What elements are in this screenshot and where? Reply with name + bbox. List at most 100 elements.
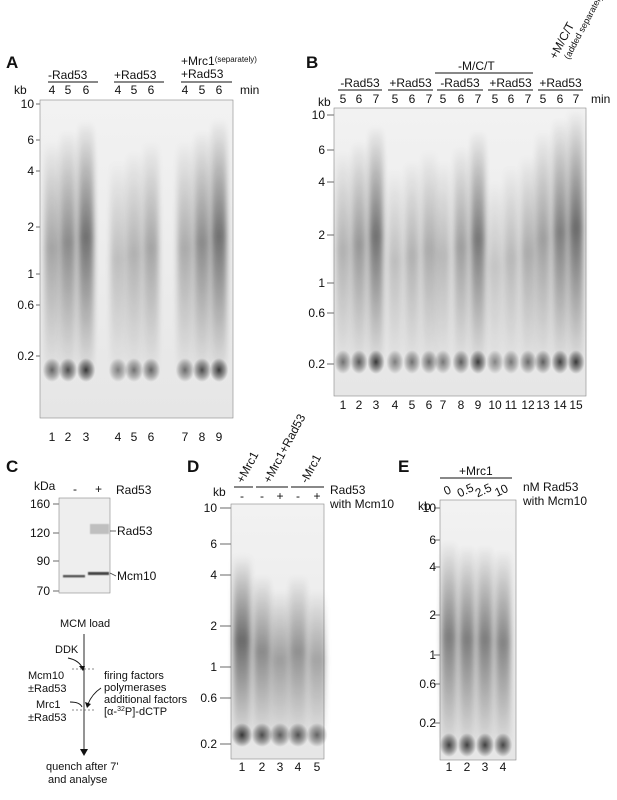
- panel-b-lane-3: 3: [373, 398, 380, 412]
- panel-c-lane-minus: -: [73, 482, 77, 496]
- panel-a-gel-lane-8-blob: [192, 358, 212, 382]
- panel-a-time-4: 4: [115, 83, 122, 97]
- panel-d-marker-0.6: 0.6: [200, 691, 217, 705]
- panel-d-lane-5: 5: [314, 760, 321, 774]
- panel-b-lane-4: 4: [392, 398, 399, 412]
- panel-d-gel-lane-1-blob: [231, 723, 253, 747]
- panel-a-time-6: 6: [148, 83, 155, 97]
- panel-c: C kDa - + Rad53 160 120 90 70 Rad53 Mcm10 M…: [6, 457, 188, 786]
- panel-b-gel-lane-4-blob: [386, 350, 404, 374]
- panel-d-gel-lane-4-blob: [287, 723, 309, 747]
- panel-e-group: +Mrc1: [459, 464, 493, 478]
- panel-b-lane-6: 6: [426, 398, 433, 412]
- panel-d-marker-2: 2: [210, 619, 217, 633]
- panel-c-lane-plus: +: [95, 482, 102, 496]
- panel-e-gel-lane-4-blob: [493, 733, 513, 757]
- panel-d-sign-5: +: [313, 489, 320, 503]
- panel-b-lane-12: 12: [521, 398, 535, 412]
- panel-b-lane-10: 10: [488, 398, 502, 412]
- panel-a-gel-lane-9-smear: [211, 118, 227, 380]
- panel-e-marker-0.2: 0.2: [419, 716, 436, 730]
- panel-a-group-3: +Mrc1(separately): [181, 54, 257, 68]
- panel-d-gel-lane-2-smear: [253, 575, 271, 745]
- panel-b-group-4: +Rad53: [489, 76, 532, 90]
- scheme-ddk-arrow: [67, 657, 83, 668]
- panel-b-lane-9: 9: [475, 398, 482, 412]
- panel-b-time-12: 7: [525, 92, 532, 106]
- panel-d-letter: D: [187, 457, 199, 476]
- panel-b-gel-lane-2-smear: [352, 140, 366, 372]
- panel-a-gel-lane-2-blob: [58, 358, 78, 382]
- panel-a-group-1: -Rad53: [48, 68, 88, 82]
- panel-a-time-8: 5: [199, 83, 206, 97]
- panel-d-lane-3: 3: [277, 760, 284, 774]
- panel-d-sign-4: -: [296, 489, 300, 503]
- panel-b-gel-lane-7-smear: [436, 160, 450, 372]
- panel-d-marker-6: 6: [210, 537, 217, 551]
- scheme-firing: firing factors: [104, 670, 164, 682]
- panel-d-gel-lane-3-blob: [269, 723, 291, 747]
- panel-a-marker-1: 1: [27, 267, 34, 281]
- panel-a: A -Rad53 +Rad53 +Mrc1(separately) +Rad53…: [6, 53, 259, 444]
- panel-b-group-3: -Rad53: [440, 76, 480, 90]
- panel-d-gel-lane-4-smear: [289, 575, 307, 745]
- panel-a-time-unit: min: [240, 83, 259, 97]
- panel-c-band-mcm10-tick: [109, 572, 117, 577]
- panel-b-lane-15: 15: [569, 398, 583, 412]
- panel-c-band-mcm10-minus: [63, 575, 85, 578]
- panel-a-gel-lane-2-smear: [60, 130, 76, 380]
- panel-c-bands: [63, 524, 109, 578]
- panel-e-factor-label2: with Mcm10: [522, 494, 587, 508]
- panel-c-marker-160: 160: [30, 497, 50, 511]
- panel-c-lane-factor: Rad53: [116, 483, 152, 497]
- panel-a-gel-lane-4-blob: [108, 358, 128, 382]
- panel-e-factor-label: nM Rad53: [523, 480, 579, 494]
- panel-b-gel-lane-3-blob: [367, 350, 385, 374]
- panel-d-group-1: +Mrc1: [233, 449, 261, 486]
- panel-b-gel-lane-1-blob: [334, 350, 352, 374]
- scheme-end-1: quench after 7': [46, 761, 118, 773]
- panel-b: B -M/C/T +M/C/T (added separately) -Rad5…: [306, 0, 610, 412]
- panel-b-time-9: 7: [475, 92, 482, 106]
- scheme-factors-arrow: [87, 687, 102, 705]
- panel-b-lane-7: 7: [440, 398, 447, 412]
- panel-b-lane-11: 11: [505, 398, 518, 412]
- panel-b-gel-lane-9-smear: [471, 130, 485, 372]
- panel-e-lane-4: 4: [500, 760, 507, 774]
- panel-b-time-6: 7: [426, 92, 433, 106]
- scheme-ddk-arrowhead: [79, 666, 85, 671]
- panel-a-lane-1: 1: [49, 430, 56, 444]
- panel-c-band-mcm10-label: Mcm10: [117, 569, 157, 583]
- panel-a-time-9: 6: [216, 83, 223, 97]
- panel-d-sign-1: -: [240, 489, 244, 503]
- panel-b-span-label: -M/C/T: [458, 59, 495, 73]
- panel-a-gel-lane-5-smear: [126, 150, 142, 380]
- panel-a-marker-2: 2: [27, 220, 34, 234]
- panel-b-gel-lane-11-smear: [504, 165, 518, 372]
- panel-c-band-rad53: [90, 524, 109, 534]
- panel-a-time-7: 4: [182, 83, 189, 97]
- panel-a-marker-0.2: 0.2: [17, 349, 34, 363]
- panel-b-gel-lane-15-blob: [567, 350, 585, 374]
- panel-c-band-rad53-label: Rad53: [117, 524, 153, 538]
- scheme-mcm10: Mcm10: [28, 670, 64, 682]
- panel-d-factor-label2: with Mcm10: [329, 497, 394, 511]
- panel-b-gel-lane-4-smear: [388, 170, 402, 372]
- panel-b-gel-lane-9-blob: [469, 350, 487, 374]
- panel-e-gel-lane-2-smear: [459, 545, 475, 755]
- panel-b-gel-lane-3-smear: [369, 125, 383, 372]
- panel-b-gel-lane-11-blob: [502, 350, 520, 374]
- panel-c-scheme: MCM load DDK Mcm10 ±Rad53 firing factors…: [28, 618, 188, 786]
- panel-b-lane-14: 14: [553, 398, 567, 412]
- scheme-end-2: and analyse: [48, 774, 107, 786]
- panel-e-gel-lane-3-blob: [475, 733, 495, 757]
- panel-b-marker-4: 4: [318, 175, 325, 189]
- scheme-nucleotide: [α-32P]-dCTP: [104, 706, 167, 718]
- panel-e-lane-1: 1: [446, 760, 453, 774]
- panel-b-group-2: +Rad53: [389, 76, 432, 90]
- panel-b-gel-lane-7-blob: [434, 350, 452, 374]
- panel-c-marker-90: 90: [37, 554, 51, 568]
- panel-e: E +Mrc1 nM Rad53 with Mcm10 kb 0 0.52.510…: [398, 457, 587, 774]
- panel-e-conc-2: 0.5: [455, 480, 476, 500]
- panel-b-gel-lane-10-blob: [486, 350, 504, 374]
